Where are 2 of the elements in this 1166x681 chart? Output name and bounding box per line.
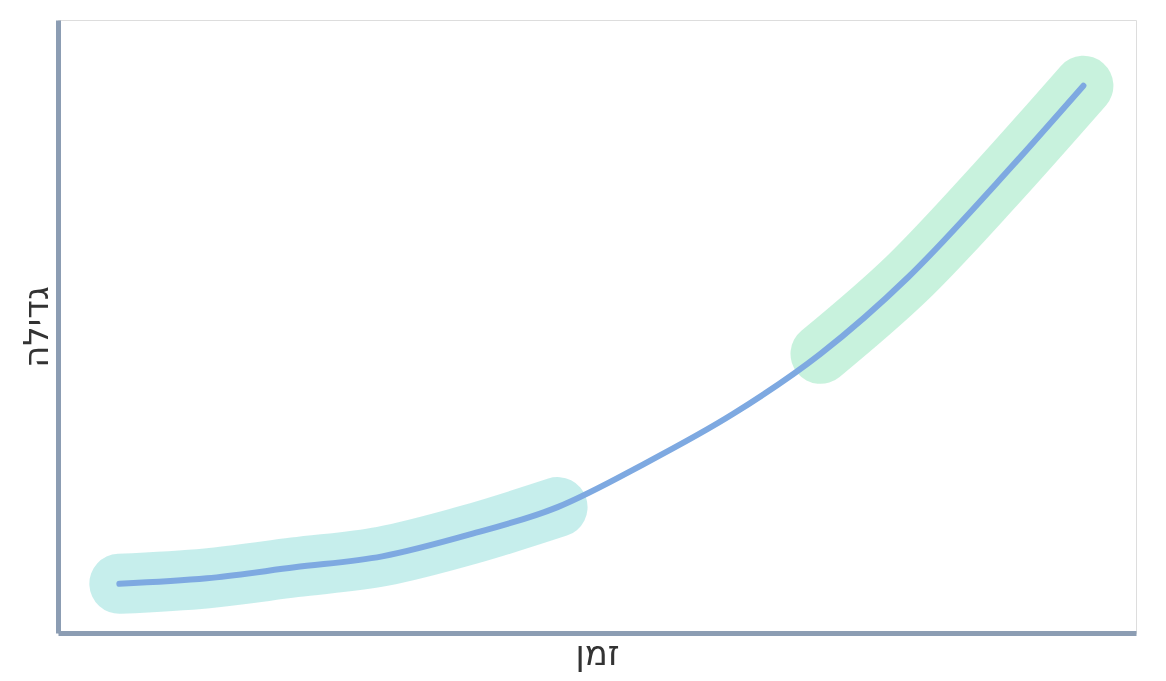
y-axis-title: גדילה [15,286,56,368]
x-axis-title: זמן [575,632,620,673]
